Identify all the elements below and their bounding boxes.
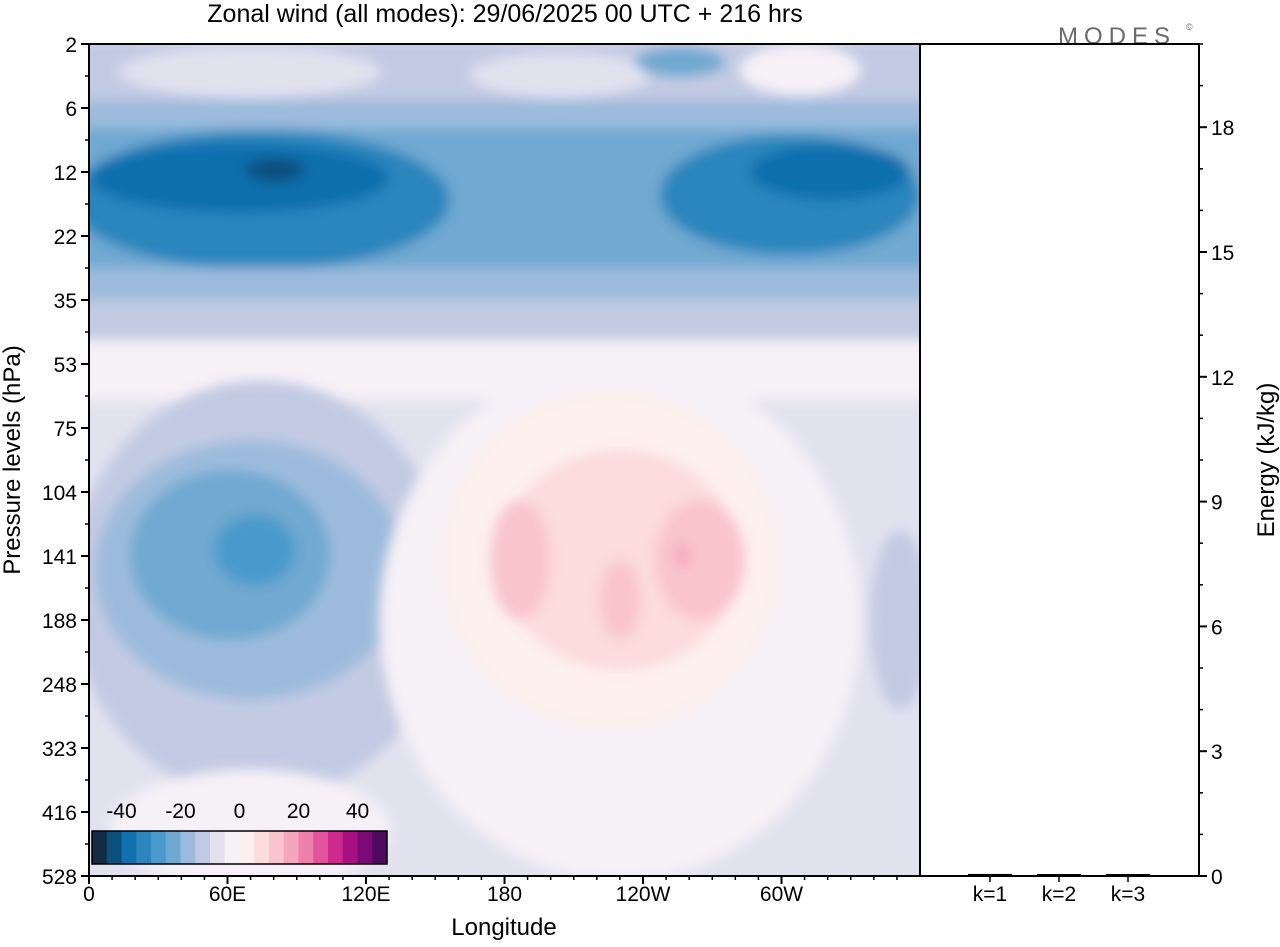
eastern-hemisphere-trough-max [215,515,295,585]
pressure-tick-label: 35 [54,290,77,313]
energy-bar [1037,874,1081,876]
colorbar-swatch [254,831,270,864]
longitude-tick-label: 120E [341,883,390,906]
energy-tick-label: 9 [1211,492,1223,515]
colorbar-swatch [106,831,122,864]
pressure-tick-label: 22 [54,226,77,249]
stratosphere-dark-patch [635,47,725,77]
upper-jet-core-east [750,144,910,200]
colorbar-frame [91,830,388,865]
western-hemisphere-trough [870,530,920,710]
pressure-tick-label: 323 [42,738,77,761]
lower-stratosphere-edge [89,300,920,340]
stratosphere-light-patch [470,53,650,97]
colorbar-tick-label: 20 [287,800,310,823]
pressure-tick-label: 248 [42,674,77,697]
energy-category-label: k=3 [1111,883,1145,906]
lower-stratosphere-band [89,268,920,300]
stratosphere-light-patch [740,45,860,95]
colorbar-swatch [151,831,167,864]
surface-light-patch [110,770,390,876]
colorbar-swatch [283,831,299,864]
colorbar-swatch [328,831,344,864]
pressure-tick-label: 528 [42,866,77,889]
longitude-tick-label: 60E [209,883,246,906]
pressure-tick-label: 416 [42,802,77,825]
colorbar: -40 -20 0 20 40 [91,800,388,865]
colorbar-swatch [313,831,329,864]
energy-category-label: k=2 [1042,883,1076,906]
energy-category-label: k=1 [973,883,1007,906]
colorbar-swatch [357,831,373,864]
central-pacific-max [675,543,689,567]
colorbar-swatch [342,831,358,864]
pressure-tick-label: 2 [65,34,77,57]
energy-bar [968,873,1012,876]
energy-axis: 0 3 6 9 12 15 18 [1199,43,1234,889]
pacific-westerly-core-mid [600,560,640,640]
energy-panel-frame [919,43,1200,877]
colorbar-swatch [92,831,108,864]
heatmap-field [89,44,920,876]
longitude-tick-label: 60W [760,883,803,906]
energy-tick-label: 6 [1211,616,1223,639]
energy-tick-label: 12 [1211,367,1234,390]
colorbar-tick-label: -40 [106,800,136,823]
y-axis-title: Pressure levels (hPa) [0,345,26,574]
energy-tick-label: 0 [1211,866,1223,889]
pressure-tick-label: 53 [54,354,77,377]
colorbar-swatch [195,831,211,864]
energy-axis-title: Energy (kJ/kg) [1253,383,1280,538]
pacific-westerly-core-west [490,500,550,620]
longitude-tick-label: 180 [487,883,522,906]
longitude-tick-label: 120W [616,883,671,906]
energy-tick-label: 18 [1211,117,1234,140]
colorbar-swatch [121,831,137,864]
energy-tick-label: 3 [1211,741,1223,764]
pressure-tick-label: 104 [42,482,77,505]
colorbar-swatch [224,831,240,864]
chart-title: Zonal wind (all modes): 29/06/2025 00 UT… [207,0,802,28]
colorbar-swatch [165,831,181,864]
colorbar-swatch [372,831,388,864]
pacific-westerly-core-east [655,500,745,620]
pressure-tick-label: 75 [54,418,77,441]
logo-trademark: © [1186,22,1193,32]
colorbar-swatch [298,831,314,864]
pressure-tick-label: 12 [54,162,77,185]
colorbar-swatch [136,831,152,864]
upper-jet-core-west [90,143,390,213]
pressure-tick-label: 141 [42,546,77,569]
stratosphere-light-patch [120,47,380,97]
colorbar-swatch [180,831,196,864]
energy-tick-label: 15 [1211,242,1234,265]
upper-jet-max [245,158,305,182]
colorbar-tick-label: -20 [165,800,195,823]
pressure-tick-label: 188 [42,610,77,633]
pressure-axis: 2 6 12 22 35 53 75 104 141 188 248 323 416 528 [42,34,89,889]
longitude-tick-label: 0 [83,883,95,906]
longitude-axis: 0 60E 120E 180 120W 60W [83,876,898,906]
colorbar-tick-label: 0 [234,800,246,823]
colorbar-swatch [269,831,285,864]
x-axis-title: Longitude [451,914,556,941]
energy-bars: k=1 k=2 k=3 [968,873,1150,906]
colorbar-tick-label: 40 [346,800,369,823]
colorbar-swatch [239,831,255,864]
colorbar-swatch [210,831,226,864]
energy-bar [1106,874,1150,876]
pressure-tick-label: 6 [65,98,77,121]
